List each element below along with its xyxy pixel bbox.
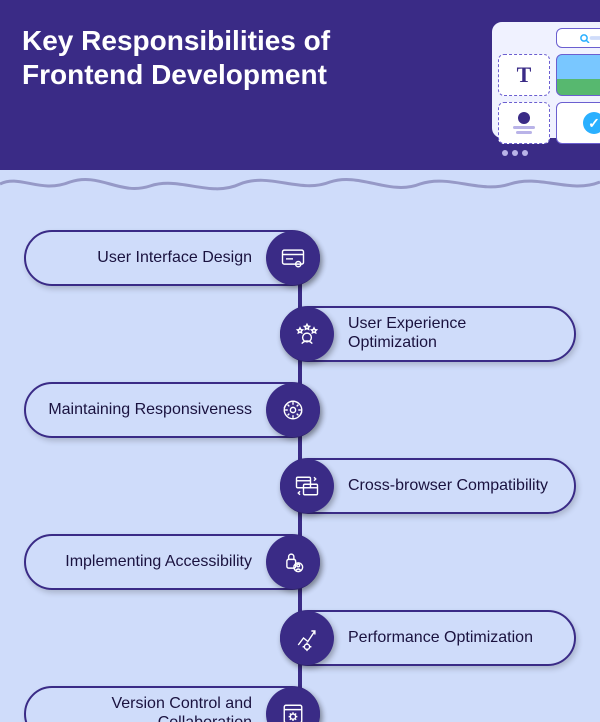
list-item: Cross-browser Compatibility xyxy=(24,454,576,518)
page: Key Responsibilities of Frontend Develop… xyxy=(0,0,600,722)
ui-design-icon xyxy=(266,231,320,285)
list-item: Version Control and Collaboration xyxy=(24,682,576,722)
item-label: Version Control and Collaboration xyxy=(46,695,252,722)
pill-version-control: Version Control and Collaboration xyxy=(24,686,320,722)
header-band: Key Responsibilities of Frontend Develop… xyxy=(0,0,600,170)
text-tool-icon: T xyxy=(498,54,550,96)
pill-responsiveness: Maintaining Responsiveness xyxy=(24,382,320,438)
list-item: Performance Optimization xyxy=(24,606,576,670)
infographic-body: User Interface Design User Experience Op… xyxy=(0,206,600,722)
decor-browser-mockup: T ✓ xyxy=(490,20,600,140)
page-title: Key Responsibilities of Frontend Develop… xyxy=(22,24,442,92)
item-label: Implementing Accessibility xyxy=(65,553,252,572)
torn-paper-edge xyxy=(0,170,600,206)
gear-cycle-icon xyxy=(266,383,320,437)
window-dots-icon xyxy=(498,150,600,156)
pill-ux-optimization: User Experience Optimization xyxy=(280,306,576,362)
list-item: User Experience Optimization xyxy=(24,302,576,366)
pill-ui-design: User Interface Design xyxy=(24,230,320,286)
item-label: Maintaining Responsiveness xyxy=(48,401,252,420)
pill-accessibility: Implementing Accessibility xyxy=(24,534,320,590)
performance-icon xyxy=(280,611,334,665)
search-bar-icon xyxy=(556,28,600,48)
list-item: User Interface Design xyxy=(24,226,576,290)
item-label: User Experience Optimization xyxy=(348,315,554,353)
ux-stars-icon xyxy=(280,307,334,361)
avatar-icon xyxy=(498,102,550,144)
list-item: Maintaining Responsiveness xyxy=(24,378,576,442)
pill-performance: Performance Optimization xyxy=(280,610,576,666)
item-label: User Interface Design xyxy=(97,249,252,268)
item-label: Performance Optimization xyxy=(348,629,533,648)
image-placeholder-icon xyxy=(556,54,600,96)
checkmark-icon: ✓ xyxy=(556,102,600,144)
list-item: Implementing Accessibility xyxy=(24,530,576,594)
browsers-icon xyxy=(280,459,334,513)
pill-cross-browser: Cross-browser Compatibility xyxy=(280,458,576,514)
version-control-icon xyxy=(266,687,320,722)
accessibility-icon xyxy=(266,535,320,589)
item-label: Cross-browser Compatibility xyxy=(348,477,548,496)
